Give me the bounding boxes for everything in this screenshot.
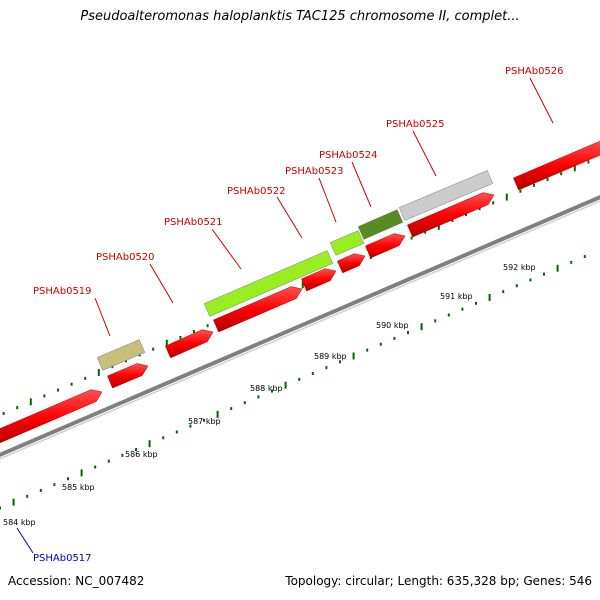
gene-leader-line (276, 196, 303, 239)
kbp-tick-label: 592 kbp (503, 263, 536, 272)
gene-label[interactable]: PSHAb0517 (33, 553, 92, 564)
cds-arrow-b0523 (337, 253, 366, 274)
inner-tick-track (0, 255, 586, 510)
cds-arrow-b0525 (407, 192, 495, 238)
gene-label[interactable]: PSHAb0526 (505, 66, 564, 77)
gene-leader-line (412, 130, 437, 177)
gene-label[interactable]: PSHAb0524 (319, 150, 378, 161)
cds-arrow-b0520 (165, 329, 214, 359)
kbp-tick-label: 588 kbp (250, 384, 283, 393)
gene-label-layer: PSHAb0517 PSHAb0519 PSHAb0520 PSHAb0521 PSHA… (16, 66, 564, 564)
kbp-tick-label: 586 kbp (125, 450, 158, 459)
cds-arrow-b0526 (513, 140, 600, 191)
gene-leader-line (211, 228, 242, 270)
gene-label[interactable]: PSHAb0519 (33, 286, 92, 297)
gene-label[interactable]: PSHAb0522 (227, 186, 286, 197)
gene-leader-line (16, 527, 34, 554)
gene-leader-line (351, 161, 372, 208)
feature-b0524 (357, 209, 404, 240)
summary-text: Topology: circular; Length: 635,328 bp; … (285, 574, 592, 588)
gene-leader-line (318, 177, 337, 223)
cds-arrow-b0519 (107, 363, 149, 389)
feature-b0523 (329, 230, 365, 256)
cds-arrow-left (0, 389, 103, 444)
kbp-tick-label: 591 kbp (440, 292, 473, 301)
kbp-tick-label: 584 kbp (3, 518, 36, 527)
gene-leader-line (529, 77, 554, 124)
backbone-shadow (0, 200, 600, 460)
gene-label[interactable]: PSHAb0523 (285, 166, 344, 177)
kbp-tick-label: 590 kbp (376, 321, 409, 330)
feature-track (96, 170, 494, 371)
gene-leader-line (149, 263, 174, 304)
feature-b0519 (96, 339, 146, 371)
cds-arrow-b0521 (213, 286, 303, 333)
kbp-scale-labels: 584 kbp 585 kbp 586 kbp 587 kbp 588 kbp 589 k… (3, 263, 536, 527)
gene-label[interactable]: PSHAb0525 (386, 119, 445, 130)
kbp-tick-label: 589 kbp (314, 352, 347, 361)
feature-b0521 (203, 250, 334, 317)
genome-backbone (0, 194, 600, 460)
cds-arrow-b0522 (301, 268, 337, 292)
backbone-line (0, 194, 600, 458)
accession-text: Accession: NC_007482 (8, 574, 145, 588)
gene-label[interactable]: PSHAb0520 (96, 252, 155, 263)
cds-track (0, 140, 600, 444)
gene-leader-line (94, 297, 111, 337)
feature-b0525 (398, 170, 494, 221)
page-title: Pseudoalteromonas haloplanktis TAC125 ch… (80, 9, 520, 24)
gene-label[interactable]: PSHAb0521 (164, 217, 223, 228)
kbp-tick-label: 587 kbp (188, 417, 221, 426)
cds-arrow-b0524 (365, 233, 406, 259)
kbp-tick-label: 585 kbp (62, 483, 95, 492)
